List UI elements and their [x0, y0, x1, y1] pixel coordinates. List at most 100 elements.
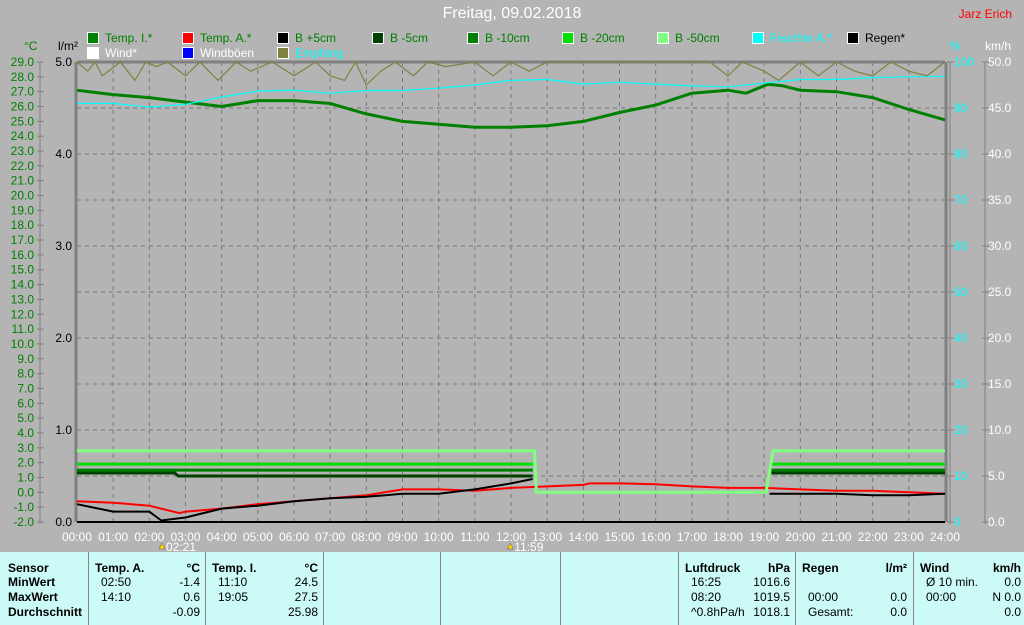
legend-swatch: [562, 32, 574, 44]
x-tick: 14:00: [568, 530, 598, 544]
axis-tick-temp: 17.0: [11, 233, 35, 247]
table-cell: °C: [186, 561, 200, 575]
legend-label: Temp. I.*: [105, 31, 153, 45]
legend-label: Temp. A.*: [200, 31, 252, 45]
axis-label-rain: l/m²: [58, 39, 78, 53]
x-tick: 16:00: [641, 530, 671, 544]
axis-tick-wind: 10.0: [988, 423, 1012, 437]
axis-tick-wind: 50.0: [988, 55, 1012, 69]
axis-tick-temp: 14.0: [11, 278, 35, 292]
legend-item: Temp. A.*: [182, 31, 251, 45]
legend-label: Wind*: [105, 46, 138, 60]
table-cell: 08:20: [691, 590, 722, 604]
x-tick: 10:00: [424, 530, 454, 544]
axis-tick-humidity: 100: [954, 55, 974, 69]
legend-item: Feuchte A.*: [752, 31, 832, 45]
legend-label: B -20cm: [580, 31, 625, 45]
axis-tick-humidity: 70: [954, 193, 968, 207]
table-cell: °C: [304, 561, 318, 575]
axis-tick-temp: 8.0: [17, 367, 34, 381]
marker-label: 11:59: [514, 540, 543, 552]
x-tick: 02:00: [134, 530, 164, 544]
axis-tick-wind: 0.0: [988, 515, 1005, 529]
axis-tick-rain: 1.0: [55, 423, 72, 437]
legend-swatch: [277, 32, 289, 44]
table-cell: 1019.5: [753, 590, 790, 604]
table-cell: Temp. A.: [95, 561, 145, 575]
axis-tick-humidity: 60: [954, 239, 968, 253]
x-tick: 12:00: [496, 530, 526, 544]
legend-item: Regen*: [847, 31, 905, 45]
axis-tick-temp: 5.0: [17, 411, 34, 425]
axis-label-humidity: %: [950, 39, 961, 53]
axis-tick-temp: 28.0: [11, 70, 35, 84]
table-cell: -1.4: [179, 575, 200, 589]
x-tick: 23:00: [894, 530, 924, 544]
legend-item: Wind*: [87, 46, 137, 60]
axis-tick-temp: 0.0: [17, 485, 34, 499]
table-cell: 0.0: [1004, 605, 1021, 619]
legend-item: Temp. I.*: [87, 31, 152, 45]
legend-label: B -5cm: [390, 31, 429, 45]
legend-item: B -10cm: [467, 31, 530, 45]
axis-label-temp: °C: [24, 39, 38, 53]
axis-tick-humidity: 50: [954, 285, 968, 299]
axis-tick-humidity: 40: [954, 331, 968, 345]
legend-swatch: [372, 32, 384, 44]
sunset-icon: [506, 542, 514, 550]
axis-tick-temp: 12.0: [11, 307, 35, 321]
table-cell: Gesamt:: [808, 605, 854, 619]
axis-tick-temp: 9.0: [17, 352, 34, 366]
legend-label: Windböen: [200, 46, 255, 60]
axis-tick-temp: 4.0: [17, 426, 34, 440]
table-cell: l/m²: [885, 561, 907, 575]
legend-label: Empfang: [295, 46, 344, 60]
axis-tick-temp: 3.0: [17, 441, 34, 455]
axis-tick-wind: 35.0: [988, 193, 1012, 207]
axis-tick-temp: 27.0: [11, 85, 35, 99]
x-tick: 01:00: [98, 530, 128, 544]
series-line-7: [77, 449, 945, 494]
legend-label: B +5cm: [295, 31, 337, 45]
axis-tick-humidity: 10: [954, 469, 968, 483]
legend-swatch: [182, 32, 194, 44]
axis-tick-wind: 45.0: [988, 101, 1012, 115]
axis-tick-temp: 21.0: [11, 174, 35, 188]
sunrise-icon: [158, 542, 166, 550]
axis-tick-temp: 26.0: [11, 100, 35, 114]
table-cell: hPa: [767, 561, 790, 575]
axis-tick-rain: 3.0: [55, 239, 72, 253]
legend-swatch: [467, 32, 479, 44]
legend-item: B +5cm: [277, 31, 336, 45]
x-tick: 05:00: [243, 530, 273, 544]
marker-label: 02:21: [166, 540, 196, 552]
x-tick: 15:00: [604, 530, 634, 544]
axis-tick-temp: 20.0: [11, 189, 35, 203]
table-cell: Luftdruck: [685, 561, 741, 575]
x-tick: 20:00: [785, 530, 815, 544]
axis-tick-rain: 2.0: [55, 331, 72, 345]
series-line-4: [77, 471, 533, 478]
axis-tick-temp: 18.0: [11, 218, 35, 232]
legend-label: B -50cm: [675, 31, 720, 45]
series-line-3: [76, 478, 533, 522]
table-cell: ^0.8hPa/h: [691, 605, 745, 619]
axis-tick-humidity: 20: [954, 423, 968, 437]
table-cell: 00:00: [926, 590, 957, 604]
table-cell: 14:10: [101, 590, 132, 604]
series-line-1: [77, 75, 946, 108]
series-line-2: [76, 482, 946, 515]
axis-tick-wind: 15.0: [988, 377, 1012, 391]
axis-tick-temp: 16.0: [11, 248, 35, 262]
axis-tick-temp: 24.0: [11, 129, 35, 143]
axis-tick-temp: 6.0: [17, 396, 34, 410]
axis-tick-wind: 30.0: [988, 239, 1012, 253]
series-line-0: [76, 82, 946, 129]
table-cell: 0.0: [1004, 575, 1021, 589]
author-name: Jarz Erich: [958, 7, 1012, 21]
table-cell: km/h: [992, 561, 1021, 575]
axis-tick-temp: 25.0: [11, 114, 35, 128]
x-tick: 11:00: [460, 530, 489, 544]
legend-item: B -20cm: [562, 31, 625, 45]
x-tick: 18:00: [713, 530, 743, 544]
